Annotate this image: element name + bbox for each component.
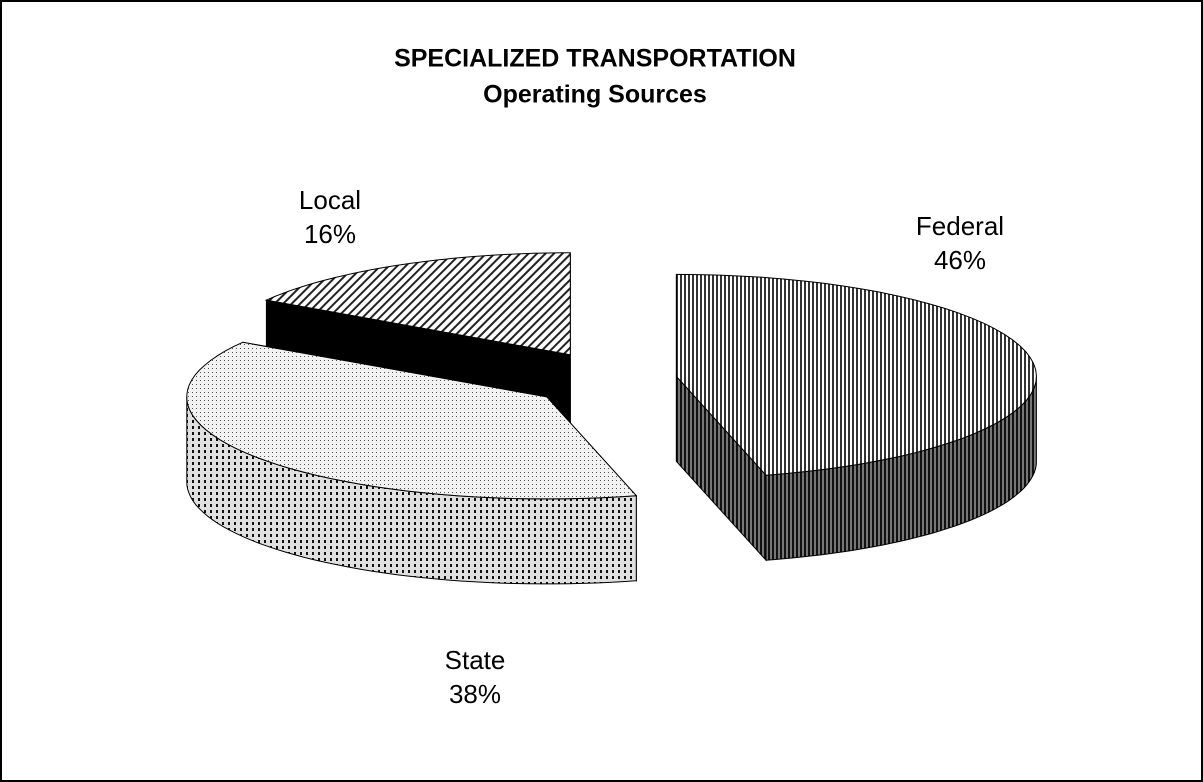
slice-value: 46%: [934, 245, 986, 275]
pie: [186, 252, 1037, 585]
slice-value: 16%: [304, 219, 356, 249]
chart-title: SPECIALIZED TRANSPORTATION: [394, 45, 796, 73]
chart-subtitle: Operating Sources: [483, 81, 707, 109]
slice: [675, 273, 1037, 476]
slice-label: State: [445, 645, 506, 675]
slice: [264, 252, 571, 356]
slice-label: Local: [299, 185, 361, 215]
slice: [186, 341, 638, 500]
slice-label: Federal: [916, 211, 1004, 241]
slice-value: 38%: [449, 679, 501, 709]
